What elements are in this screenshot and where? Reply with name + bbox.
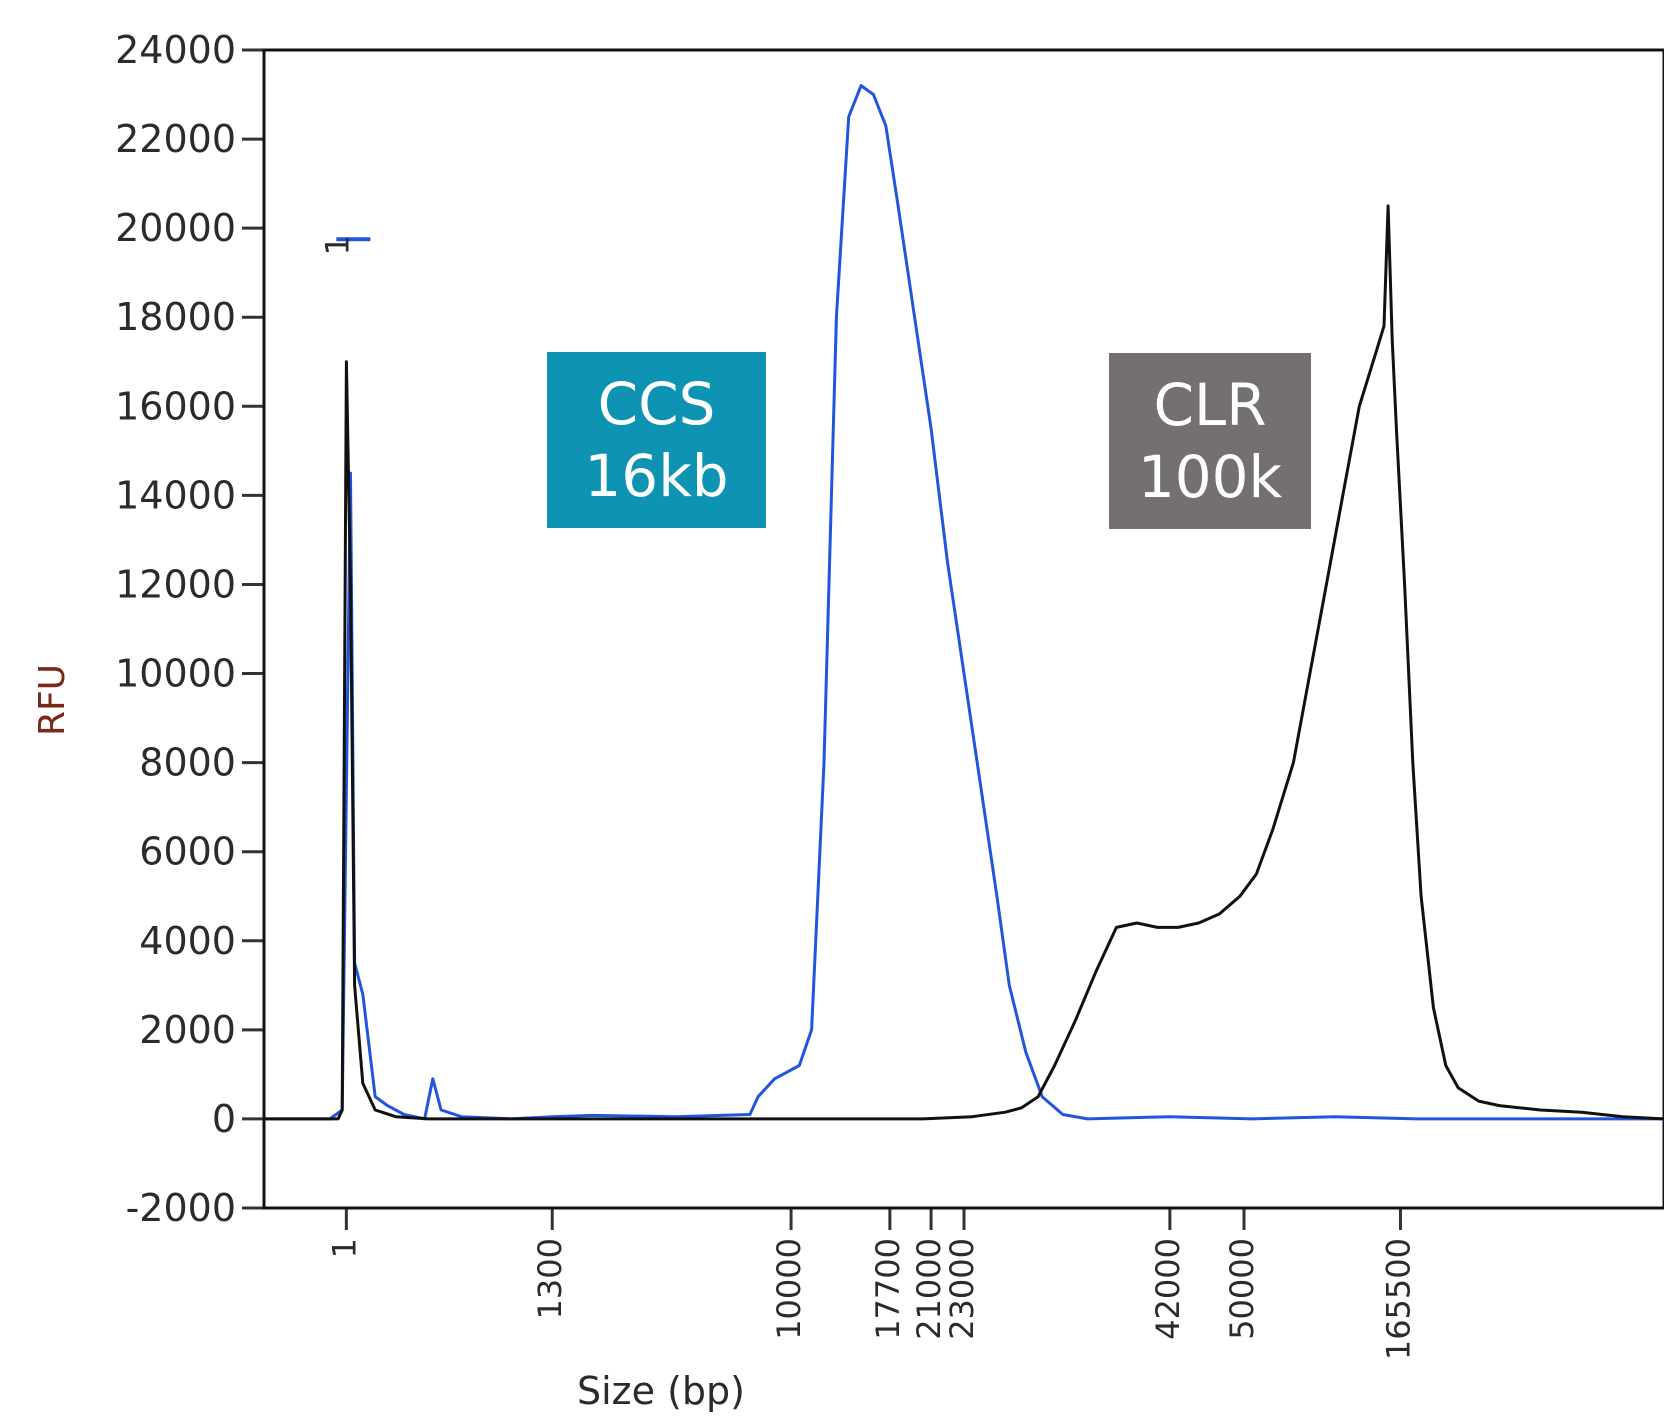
y-tick-label: 10000	[115, 652, 236, 696]
y-tick-label: 22000	[115, 117, 236, 161]
clr-trace-line	[264, 204, 1664, 1121]
series-layer	[264, 84, 1664, 1121]
ccs-annotation-box: CCS 16kb	[547, 352, 766, 528]
y-tick-label: -2000	[126, 1186, 236, 1230]
x-tick-label: 17700	[869, 1238, 907, 1340]
clr-annotation-title: CLR	[1153, 371, 1267, 439]
ccs-annotation-size: 16kb	[584, 442, 729, 510]
y-tick-label: 0	[212, 1097, 236, 1141]
y-tick-label: 14000	[115, 473, 236, 517]
y-axis: 2400022000200001800016000140001200010000…	[115, 28, 264, 1230]
y-tick-label: 6000	[139, 830, 236, 874]
x-tick-label: 23000	[943, 1238, 981, 1340]
plot-frame	[262, 48, 1664, 1210]
ccs-annotation-title: CCS	[597, 370, 716, 438]
x-tick-label: 42000	[1149, 1238, 1187, 1340]
lower-marker-label: 1	[318, 235, 356, 255]
x-tick-label: 10000	[770, 1238, 808, 1340]
clr-annotation-size: 100k	[1137, 443, 1283, 511]
x-axis-title: Size (bp)	[577, 1369, 745, 1413]
x-tick-label: 1300	[531, 1238, 569, 1319]
y-tick-label: 24000	[115, 28, 236, 72]
clr-annotation-box: CLR 100k	[1109, 353, 1311, 529]
y-tick-label: 4000	[139, 919, 236, 963]
y-tick-label: 20000	[115, 206, 236, 250]
ccs-trace-line	[264, 84, 1664, 1121]
y-axis-title: RFU	[32, 664, 73, 736]
x-tick-label: 21000	[910, 1238, 948, 1340]
y-tick-label: 16000	[115, 384, 236, 428]
x-tick-label: 50000	[1223, 1238, 1261, 1340]
x-tick-label: 1	[325, 1238, 363, 1258]
y-tick-label: 18000	[115, 295, 236, 339]
y-tick-label: 2000	[139, 1008, 236, 1052]
y-tick-label: 12000	[115, 562, 236, 606]
marker-layer: 1	[318, 235, 371, 255]
x-tick-label: 165500	[1379, 1238, 1417, 1360]
y-tick-label: 8000	[139, 741, 236, 785]
